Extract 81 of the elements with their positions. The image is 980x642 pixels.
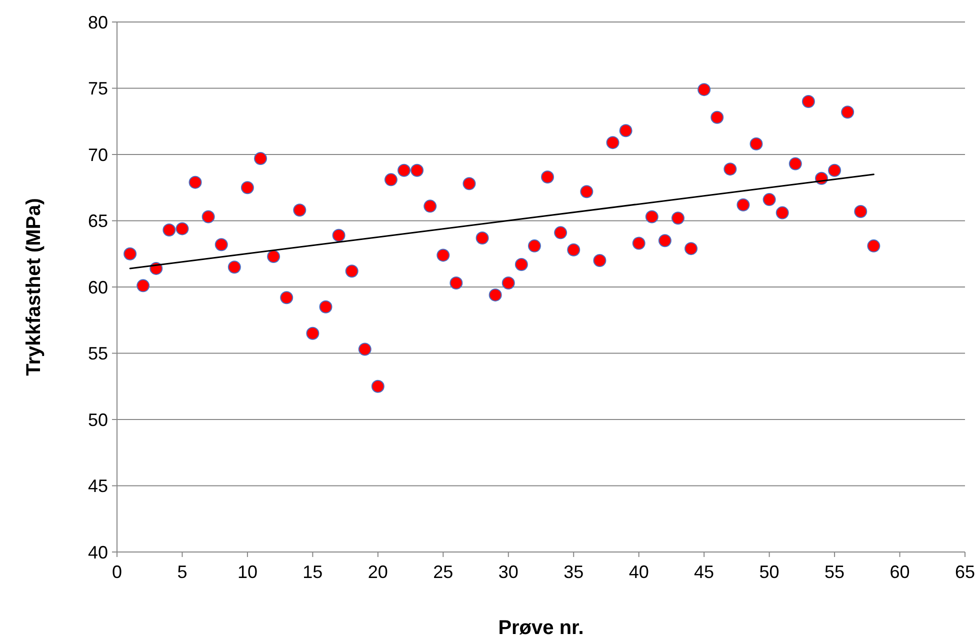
point [358,342,372,356]
point [606,136,620,150]
point [436,248,450,262]
x-tick-label: 45 [694,562,714,582]
x-tick-label: 30 [498,562,518,582]
y-tick-label: 80 [88,12,108,32]
point [724,162,737,176]
x-tick-label: 10 [237,562,258,582]
y-tick-label: 55 [88,344,108,364]
point [750,137,763,150]
point [332,228,346,242]
x-tick-label: 20 [368,562,388,582]
point [828,164,842,177]
point [802,95,815,108]
point [658,234,672,248]
x-tick-label: 55 [824,562,845,582]
x-tick-label: 25 [433,562,454,582]
point [698,83,711,96]
point [632,236,646,250]
point [619,124,632,138]
x-tick-label: 15 [302,562,323,582]
point [528,239,541,252]
point [202,210,215,224]
point [462,177,476,190]
point [371,380,384,393]
point [580,185,594,198]
point [788,157,802,170]
point [502,276,515,290]
x-tick-label: 35 [564,562,584,582]
point [671,212,684,225]
point [841,106,854,119]
y-tick-label: 60 [88,277,108,298]
point [293,204,306,217]
x-tick-label: 40 [628,562,649,582]
y-tick-label: 75 [88,78,108,99]
point [541,170,554,184]
point [736,198,750,212]
point [280,291,294,304]
point [136,279,150,292]
point [424,200,437,213]
x-tick-label: 50 [759,562,780,582]
x-tick-label: 60 [890,562,910,582]
point [488,288,502,302]
point [567,243,580,256]
point [514,258,528,271]
point [776,206,789,220]
point [162,224,176,237]
y-axis-title: Trykkfasthet (MPa) [23,198,45,376]
point [710,110,724,124]
point [384,173,398,186]
point [476,231,489,244]
y-tick-label: 70 [88,144,108,165]
point [240,181,254,194]
point [593,254,606,267]
x-axis-title: Prøve nr. [498,617,584,639]
point [854,204,868,218]
y-tick-label: 40 [88,542,108,562]
point [345,264,358,278]
point [645,210,658,224]
x-tick-label: 5 [177,562,188,582]
point [762,193,776,206]
point [267,250,280,264]
x-tick-label: 65 [954,562,976,582]
point [410,164,424,177]
point [319,300,332,314]
point [124,247,137,260]
point [867,239,880,252]
point [214,238,228,252]
point [306,326,320,340]
point [228,260,241,274]
point [684,242,698,256]
point [188,176,202,189]
x-tick-label: 0 [112,562,122,582]
point [554,226,568,240]
point [176,222,189,236]
y-tick-label: 65 [88,211,108,232]
point [450,276,463,290]
point [254,152,268,165]
y-tick-label: 45 [88,476,108,496]
point [398,164,411,177]
y-tick-label: 50 [88,410,108,430]
